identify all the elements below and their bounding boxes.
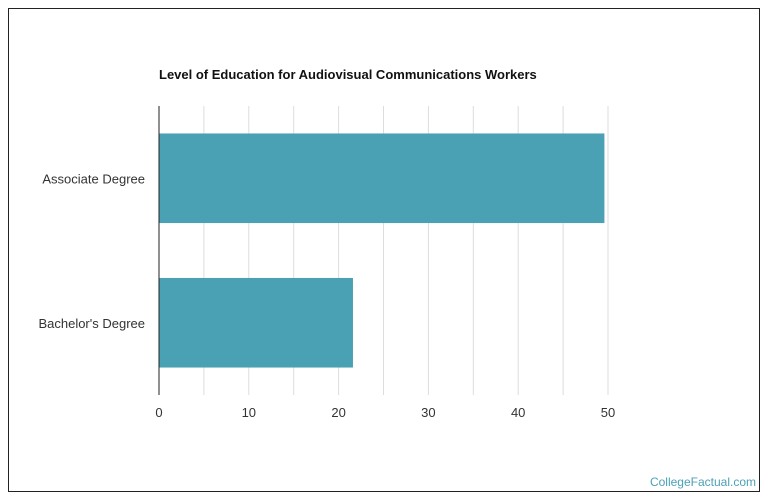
category-label: Associate Degree <box>42 171 145 186</box>
x-tick-label: 50 <box>601 405 615 420</box>
category-label: Bachelor's Degree <box>38 316 145 331</box>
brand-watermark[interactable]: CollegeFactual.com <box>649 475 756 489</box>
x-tick-label: 40 <box>511 405 525 420</box>
bars <box>159 133 605 368</box>
bar-bachelor-s-degree <box>159 277 353 368</box>
x-tick-label: 30 <box>421 405 435 420</box>
x-tick-label: 10 <box>242 405 256 420</box>
labels: Associate Degree Bachelor's Degree 0 10 20 30… <box>38 171 615 420</box>
x-tick-label: 20 <box>331 405 345 420</box>
x-tick-label: 0 <box>155 405 162 420</box>
chart-title: Level of Education for Audiovisual Commu… <box>159 67 537 82</box>
bar-associate-degree <box>159 133 605 224</box>
